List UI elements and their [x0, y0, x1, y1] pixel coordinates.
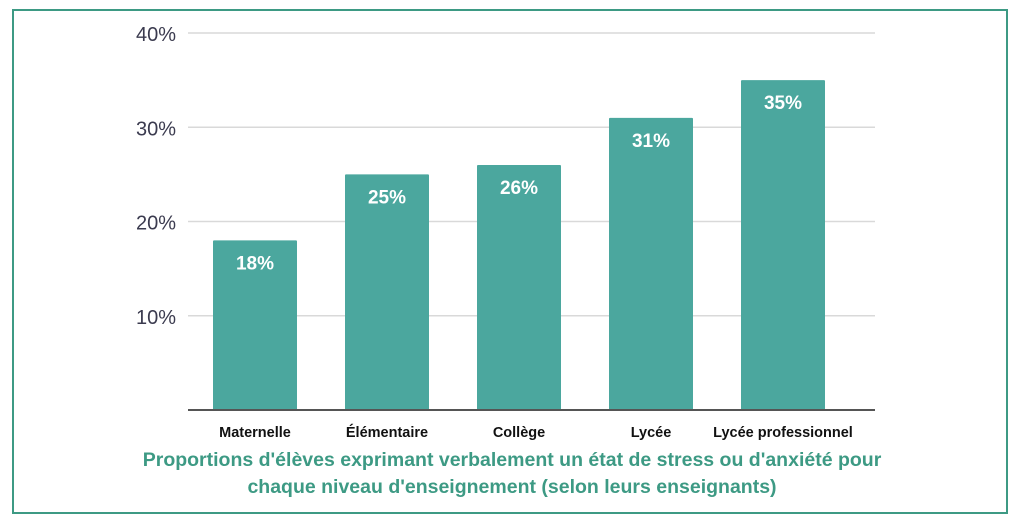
bar-5: [741, 80, 825, 410]
data-label-4: 31%: [632, 131, 670, 152]
bar-1: [213, 240, 297, 410]
caption-line-2: chaque niveau d'enseignement (selon leur…: [247, 476, 777, 498]
data-label-3: 26%: [500, 178, 538, 199]
data-label-1: 18%: [236, 253, 274, 274]
x-tick-label-3: Collège: [493, 425, 545, 441]
caption-line-1: Proportions d'élèves exprimant verbaleme…: [142, 449, 882, 471]
bar-2: [345, 174, 429, 410]
y-tick-label-10: 10%: [136, 307, 176, 329]
x-tick-label-2: Élémentaire: [346, 424, 428, 441]
x-tick-label-5: Lycée professionnel: [713, 425, 853, 441]
bar-3: [477, 164, 561, 410]
bar-4: [609, 117, 693, 410]
y-tick-label-30: 30%: [136, 118, 176, 140]
data-label-5: 35%: [764, 93, 802, 114]
x-tick-label-4: Lycée: [631, 425, 672, 441]
y-tick-label-40: 40%: [136, 24, 176, 46]
chart-caption: Proportions d'élèves exprimant verbaleme…: [20, 447, 1004, 501]
data-label-2: 25%: [368, 187, 406, 208]
x-tick-label-1: Maternelle: [219, 425, 291, 441]
y-tick-label-20: 20%: [136, 213, 176, 235]
